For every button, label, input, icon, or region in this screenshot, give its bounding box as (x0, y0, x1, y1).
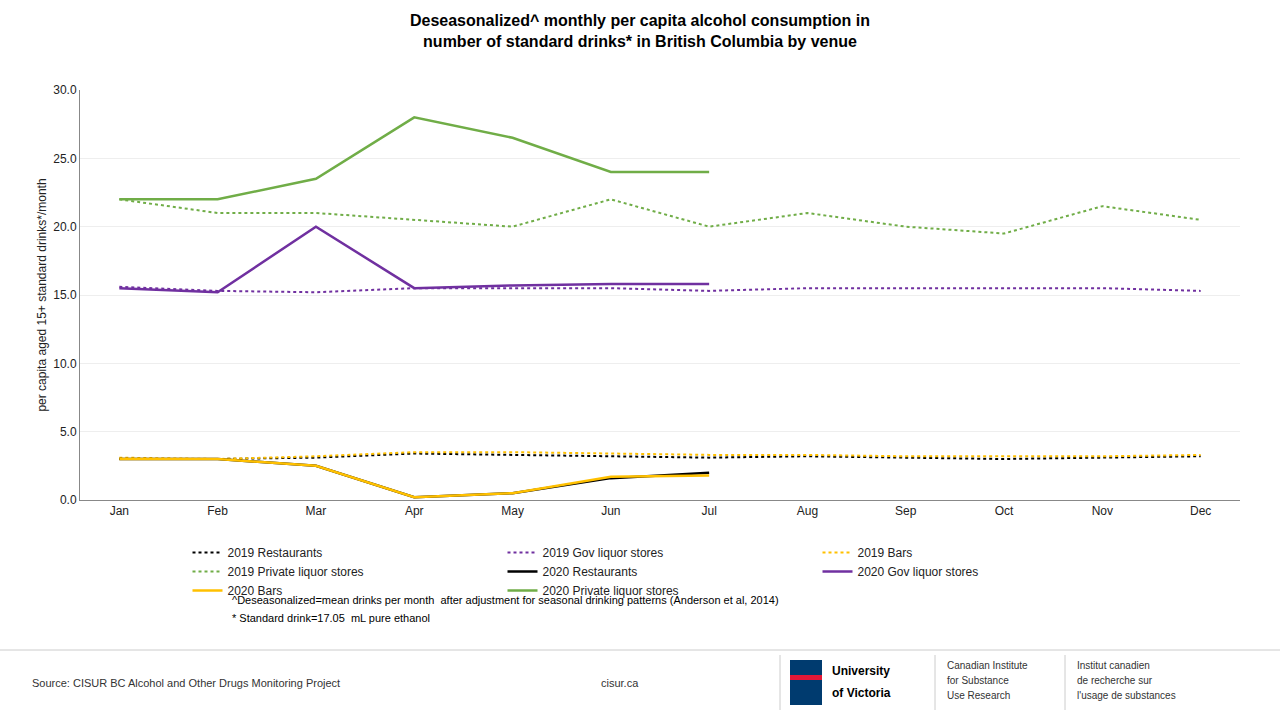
svg-text:for Substance: for Substance (947, 675, 1009, 686)
svg-text:per capita aged 15+ standard d: per capita aged 15+ standard drinks*/mon… (35, 178, 49, 411)
svg-text:2019 Private liquor stores: 2019 Private liquor stores (228, 565, 364, 579)
svg-text:Mar: Mar (306, 504, 327, 518)
svg-text:Use Research: Use Research (947, 690, 1010, 701)
svg-text:2020 Gov liquor stores: 2020 Gov liquor stores (858, 565, 979, 579)
svg-text:2020 Private liquor stores: 2020 Private liquor stores (543, 584, 679, 598)
svg-text:Jul: Jul (701, 504, 716, 518)
svg-text:l'usage de substances: l'usage de substances (1077, 690, 1176, 701)
svg-text:2019 Gov liquor stores: 2019 Gov liquor stores (543, 546, 664, 560)
svg-text:Apr: Apr (405, 504, 424, 518)
svg-text:^Deseasonalized=mean drinks pe: ^Deseasonalized=mean drinks per month af… (232, 594, 779, 606)
svg-text:2019 Bars: 2019 Bars (858, 546, 913, 560)
svg-text:20.0: 20.0 (53, 220, 77, 234)
svg-text:Nov: Nov (1092, 504, 1113, 518)
svg-text:cisur.ca: cisur.ca (601, 677, 639, 689)
svg-text:of Victoria: of Victoria (832, 686, 891, 700)
svg-text:Jun: Jun (601, 504, 620, 518)
svg-text:* Standard drink=17.05 mL pur: * Standard drink=17.05 mL pure ethanol (232, 612, 430, 624)
svg-text:Canadian Institute: Canadian Institute (947, 660, 1028, 671)
svg-text:May: May (501, 504, 524, 518)
svg-text:Feb: Feb (207, 504, 228, 518)
svg-text:25.0: 25.0 (53, 152, 77, 166)
svg-text:de recherche sur: de recherche sur (1077, 675, 1153, 686)
svg-text:Sep: Sep (895, 504, 917, 518)
svg-text:2020 Bars: 2020 Bars (228, 584, 283, 598)
svg-text:Source: CISUR BC Alcohol and O: Source: CISUR BC Alcohol and Other Drugs… (32, 677, 340, 689)
svg-text:10.0: 10.0 (53, 357, 77, 371)
svg-text:Dec: Dec (1190, 504, 1211, 518)
svg-text:2019 Restaurants: 2019 Restaurants (228, 546, 323, 560)
svg-text:Oct: Oct (995, 504, 1014, 518)
svg-text:30.0: 30.0 (53, 83, 77, 97)
svg-text:Aug: Aug (797, 504, 818, 518)
svg-text:University: University (832, 664, 890, 678)
svg-text:2020 Restaurants: 2020 Restaurants (543, 565, 638, 579)
svg-text:0.0: 0.0 (60, 493, 77, 507)
svg-text:Jan: Jan (110, 504, 129, 518)
svg-text:Institut canadien: Institut canadien (1077, 660, 1150, 671)
svg-text:15.0: 15.0 (53, 288, 77, 302)
svg-text:Deseasonalized^ monthly per ca: Deseasonalized^ monthly per capita alcoh… (410, 12, 870, 50)
svg-text:5.0: 5.0 (60, 425, 77, 439)
